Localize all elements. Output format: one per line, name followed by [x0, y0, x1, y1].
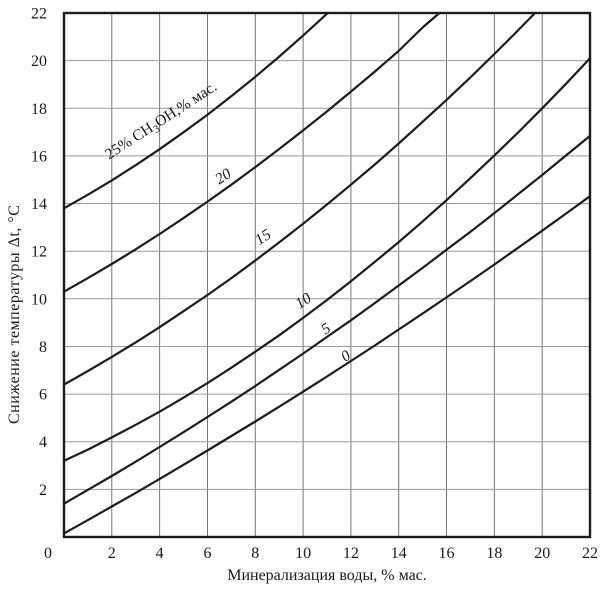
curve-15: [62, 11, 537, 386]
x-tick-label-14: 14: [391, 545, 407, 562]
x-tick-label-2: 2: [108, 545, 116, 562]
y-tick-label-2: 2: [39, 482, 47, 499]
x-tick-label-20: 20: [534, 545, 550, 562]
svg-text:10: 10: [292, 290, 314, 313]
x-tick-label-10: 10: [295, 545, 311, 562]
y-tick-label-12: 12: [31, 244, 47, 261]
x-tick-label-16: 16: [439, 545, 455, 562]
x-tick-label-4: 4: [156, 545, 164, 562]
y-tick-label-14: 14: [31, 196, 47, 213]
svg-text:25% CH3OH,% мас.: 25% CH3OH,% мас.: [102, 78, 221, 165]
x-tick-label-8: 8: [251, 545, 259, 562]
svg-text:5: 5: [318, 320, 334, 339]
curve-label-25: 25% CH3OH,% мас.: [102, 78, 221, 165]
x-tick-label-12: 12: [343, 545, 359, 562]
y-tick-label-20: 20: [31, 53, 47, 70]
x-tick-label-6: 6: [204, 545, 212, 562]
y-axis-title: Снижение температуры Δt, °С: [6, 204, 23, 424]
svg-text:0: 0: [338, 347, 354, 366]
x-axis-title: Минерализация воды, % мас.: [227, 567, 427, 584]
y-tick-label-8: 8: [39, 339, 47, 356]
curves: [62, 11, 592, 535]
y-tick-label-18: 18: [31, 101, 47, 118]
y-tick-label-22: 22: [31, 6, 47, 23]
curve-10: [62, 57, 592, 462]
y-tick-label-10: 10: [31, 291, 47, 308]
x-tick-label-18: 18: [486, 545, 502, 562]
curve-5: [62, 134, 592, 505]
y-tick-label-16: 16: [31, 148, 47, 165]
curve-25: [62, 11, 330, 210]
curve-label-10: 10: [292, 290, 314, 313]
x-tick-label-22: 22: [582, 545, 598, 562]
curve-label-0: 0: [338, 347, 354, 366]
curve-0: [62, 195, 592, 535]
y-tick-label-6: 6: [39, 387, 47, 404]
x-tick-label-0: 0: [44, 545, 52, 562]
y-tick-label-4: 4: [39, 434, 47, 451]
curve-label-5: 5: [318, 320, 334, 339]
curve-20: [62, 11, 441, 293]
